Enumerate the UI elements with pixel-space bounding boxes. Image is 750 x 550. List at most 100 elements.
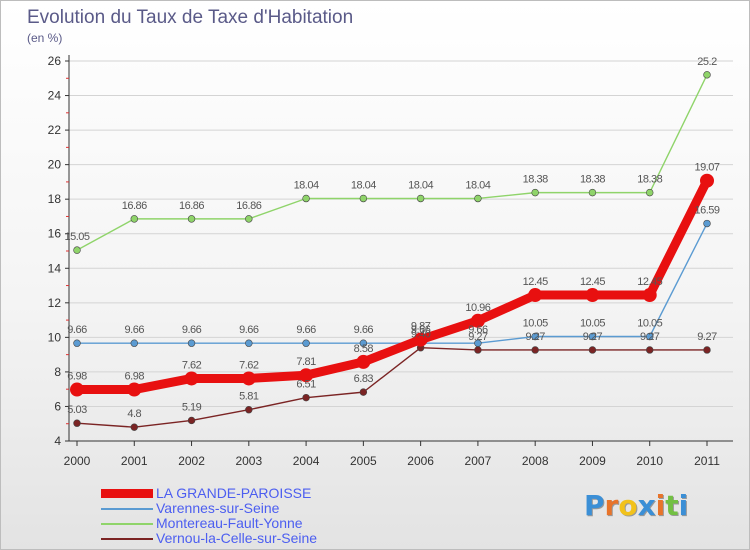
chart-subtitle: (en %) [27, 31, 63, 45]
x-tick-label: 2006 [407, 454, 434, 468]
data-point [245, 339, 253, 347]
data-label: 10.05 [580, 318, 605, 330]
data-point [356, 354, 371, 369]
data-point [531, 346, 539, 354]
brand-logo: Proxiti [584, 489, 688, 522]
data-label: 12.45 [580, 276, 605, 288]
legend-swatch [101, 523, 153, 525]
y-tick-label: 20 [48, 158, 62, 172]
data-label: 10.05 [637, 318, 662, 330]
data-point [416, 194, 425, 203]
data-point [130, 339, 138, 347]
legend-swatch [101, 489, 153, 498]
x-tick-label: 2008 [522, 454, 549, 468]
data-point [130, 215, 138, 223]
y-tick-label: 14 [48, 261, 62, 275]
data-label: 16.59 [694, 205, 719, 217]
data-label: 19.07 [694, 162, 719, 174]
data-point [73, 246, 81, 254]
data-point [474, 194, 482, 203]
legend-label: LA GRANDE-PAROISSE [156, 485, 312, 501]
x-tick-label: 2002 [178, 454, 205, 468]
brand-letter: t [665, 489, 679, 522]
data-point [187, 215, 196, 223]
data-label: 25.2 [697, 56, 717, 68]
data-label: 18.04 [351, 179, 376, 191]
data-label: 18.04 [465, 179, 490, 191]
x-tick-label: 2003 [235, 454, 262, 468]
data-point [299, 368, 314, 383]
data-label: 7.62 [239, 359, 259, 371]
series-line [76, 74, 708, 251]
data-label: 12.45 [523, 276, 548, 288]
data-point [531, 332, 539, 341]
data-label: 9.66 [296, 324, 316, 336]
data-label: 15.05 [64, 231, 89, 243]
data-point [703, 346, 711, 354]
data-label: 9.87 [411, 321, 431, 333]
data-label: 16.86 [122, 200, 147, 212]
data-label: 5.81 [239, 391, 259, 403]
data-label: 6.98 [125, 371, 145, 383]
data-point [528, 288, 543, 303]
data-point [703, 71, 711, 79]
data-point [302, 194, 310, 203]
data-label: 9.66 [67, 324, 87, 336]
data-point [187, 339, 196, 347]
data-label: 8.58 [354, 343, 374, 355]
y-tick-label: 6 [54, 399, 61, 413]
data-label: 10.96 [465, 302, 490, 314]
data-point [245, 215, 253, 223]
data-point [359, 339, 368, 347]
data-label: 16.86 [236, 200, 261, 212]
series-line [76, 347, 707, 428]
data-point [73, 419, 81, 427]
y-tick-label: 24 [48, 89, 62, 103]
brand-letter: P [584, 489, 605, 522]
data-point [703, 219, 711, 228]
data-label: 9.27 [468, 331, 488, 343]
data-point [359, 194, 368, 203]
data-label: 9.27 [640, 331, 660, 343]
series-line [77, 223, 708, 344]
y-tick-label: 16 [48, 227, 62, 241]
data-point [646, 332, 654, 341]
data-label: 18.04 [408, 179, 433, 191]
data-point [130, 423, 138, 431]
data-label: 6.51 [296, 379, 316, 391]
data-label: 9.66 [182, 324, 202, 336]
data-label: 5.19 [182, 401, 202, 413]
data-label: 9.27 [525, 331, 545, 343]
x-tick-label: 2011 [694, 454, 720, 468]
y-tick-label: 26 [48, 54, 62, 68]
y-tick-label: 18 [48, 192, 62, 206]
data-label: 18.38 [523, 174, 548, 186]
x-tick-label: 2009 [579, 454, 606, 468]
data-point [241, 371, 256, 386]
x-tick-label: 2005 [350, 454, 377, 468]
y-tick-label: 4 [54, 434, 61, 448]
y-tick-label: 22 [48, 123, 62, 137]
x-tick-label: 2010 [636, 454, 663, 468]
data-point [70, 382, 84, 397]
data-label: 7.62 [182, 359, 202, 371]
data-label: 9.66 [125, 324, 145, 336]
data-point [127, 382, 142, 397]
data-label: 6.83 [354, 373, 374, 385]
data-label: 7.81 [296, 356, 316, 368]
y-tick-label: 8 [54, 365, 61, 379]
brand-letter: x [637, 489, 656, 522]
brand-letter: o [618, 489, 638, 522]
brand-letter: i [678, 489, 689, 522]
series-line [77, 178, 712, 395]
data-point [585, 288, 600, 303]
data-label: 9.40 [411, 329, 431, 341]
data-label: 18.38 [637, 174, 662, 186]
data-point [302, 339, 310, 347]
brand-letter: i [655, 489, 666, 522]
data-label: 18.38 [580, 174, 605, 186]
y-tick-label: 10 [48, 330, 62, 344]
data-label: 6.98 [67, 371, 87, 383]
